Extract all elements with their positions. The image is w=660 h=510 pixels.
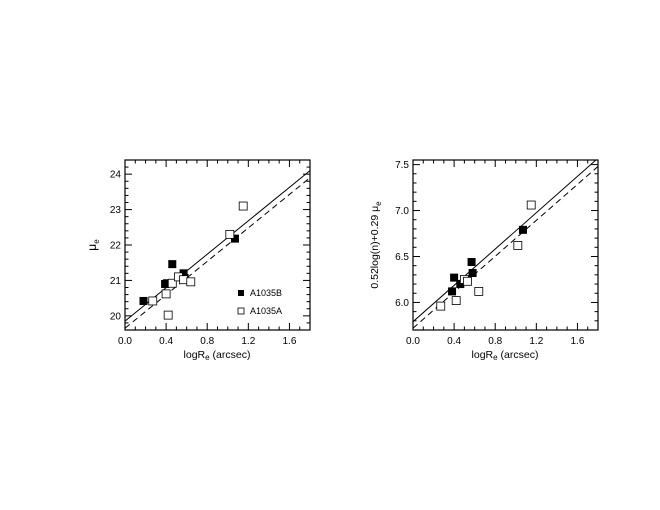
right-dashed-fit-line [413, 166, 598, 329]
right-a1035b-point [468, 269, 477, 278]
right-x-tick-label: 1.6 [570, 336, 584, 347]
left-x-axis-label: logRe (arcsec) [184, 349, 251, 362]
right-y-axis-label: 0.52log(n)+0.29 μe [369, 201, 383, 289]
left-chart-panel: 0.0 0.4 0.8 1.2 1.6 20 21 22 23 24 logRe (arcsec)… [85, 159, 311, 362]
left-a1035b-point [168, 260, 177, 269]
legend-label-a1035b: A1035B [250, 288, 282, 298]
right-a1035a-point [474, 287, 484, 296]
left-y-axis-label: μe [85, 239, 101, 251]
left-chart-ticks: 0.0 0.4 0.8 1.2 1.6 20 21 22 23 24 [110, 159, 311, 347]
left-x-tick-label: 0.4 [159, 336, 173, 347]
left-a1035b-point [139, 296, 148, 305]
left-a1035b-point [230, 234, 239, 243]
right-a1035b-point [467, 258, 476, 266]
right-x-tick-label: 0.4 [447, 336, 461, 347]
left-a1035b-point [163, 279, 172, 288]
right-solid-fit-line [413, 160, 597, 323]
legend-marker-a1035b [238, 290, 244, 296]
left-y-tick-label: 23 [110, 205, 122, 216]
right-a1035a-point [513, 241, 523, 250]
left-x-tick-label: 0.0 [118, 336, 132, 347]
right-a1035b-point [456, 280, 465, 289]
left-x-tick-label: 1.6 [282, 336, 296, 347]
legend-marker-a1035a [237, 307, 245, 315]
right-a1035a-point [436, 301, 446, 311]
left-a1035a-point [163, 310, 173, 320]
right-a1035b-point [518, 225, 527, 234]
left-a1035a-point [186, 277, 196, 287]
right-a1035b-point [448, 287, 457, 296]
left-a1035b-point [179, 269, 188, 278]
left-y-tick-label: 21 [110, 276, 122, 287]
left-y-tick-label: 20 [110, 311, 122, 322]
right-y-tick-label: 7.5 [395, 160, 409, 171]
right-y-tick-label: 7.0 [395, 206, 409, 217]
left-a1035a-point [161, 289, 171, 299]
left-x-tick-label: 0.8 [200, 336, 214, 347]
left-a1035a-point [238, 201, 248, 211]
left-a1035a-point [167, 278, 177, 288]
right-a1035b-point [450, 273, 459, 282]
left-chart-marks [125, 170, 310, 329]
legend-label-a1035a: A1035A [250, 306, 282, 316]
right-x-tick-label: 0.8 [488, 336, 502, 347]
right-y-tick-label: 6.0 [395, 298, 409, 309]
left-y-tick-label: 24 [110, 170, 122, 181]
right-chart-ticks: 0.0 0.4 0.8 1.2 1.6 6.0 6.5 7.0 7.5 [395, 160, 599, 347]
right-x-tick-label: 0.0 [406, 336, 420, 347]
right-a1035a-point [463, 276, 472, 286]
left-dashed-fit-line [125, 177, 310, 329]
left-y-tick-label: 22 [110, 241, 122, 252]
left-a1035a-point [225, 229, 235, 239]
legend: A1035B A1035A [237, 288, 282, 316]
right-y-tick-label: 6.5 [395, 252, 409, 263]
left-a1035a-point [148, 296, 158, 306]
left-x-tick-label: 1.2 [241, 336, 255, 347]
left-solid-fit-line [125, 170, 310, 322]
right-chart-marks [413, 160, 598, 329]
right-a1035a-point [451, 296, 461, 305]
right-x-axis-label: logRe (arcsec) [472, 349, 539, 362]
right-chart-panel: 0.0 0.4 0.8 1.2 1.6 6.0 6.5 7.0 7.5 logRe (arcse… [369, 159, 599, 362]
right-x-tick-label: 1.2 [529, 336, 543, 347]
right-a1035a-point [526, 200, 536, 210]
